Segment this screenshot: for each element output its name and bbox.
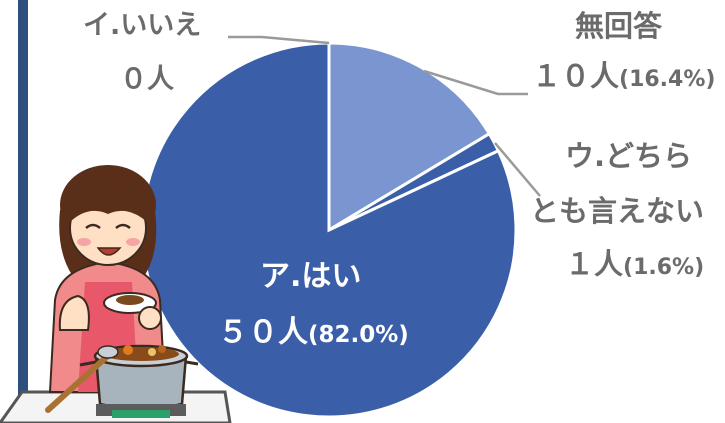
leader-line-unsure [494, 142, 541, 197]
label-unsure-line1: ウ.どちら [565, 139, 693, 173]
frame-left-bar [18, 0, 28, 423]
unsure-count: １人 [565, 247, 624, 281]
yes-pct: (82.0%) [308, 322, 409, 348]
leader-line-no [228, 35, 330, 45]
label-no: イ.いいえ [83, 10, 202, 41]
yes-count: ５０人 [218, 315, 308, 350]
pie-slices [140, 41, 518, 419]
label-noanswer-count: １０人(16.4%) [532, 62, 715, 91]
label-unsure-count: １人(1.6%) [565, 250, 704, 279]
woman-tasting-curry-icon [0, 165, 232, 423]
label-noanswer: 無回答 [575, 9, 663, 43]
leader-lines [228, 35, 541, 197]
pie-slice-noanswer [327, 41, 492, 233]
label-yes: ア.はい [260, 259, 362, 294]
label-no-count: ０人 [120, 64, 174, 95]
noanswer-pct: (16.4%) [619, 67, 716, 92]
pie-slice-yes [140, 41, 518, 419]
noanswer-count: １０人 [532, 59, 620, 93]
leader-line-noanswer [423, 69, 528, 96]
unsure-pct: (1.6%) [623, 255, 705, 280]
label-yes-count: ５０人(82.0%) [218, 318, 409, 348]
label-unsure-line2: とも言えない [530, 194, 705, 228]
